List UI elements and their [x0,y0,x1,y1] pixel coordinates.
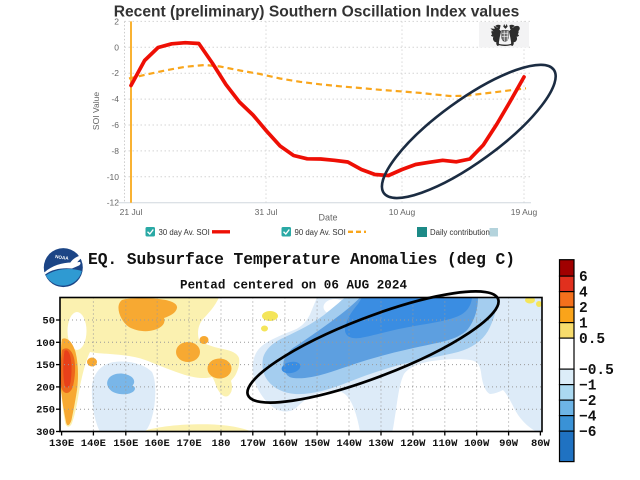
svg-text:2: 2 [114,16,119,26]
svg-text:250: 250 [36,405,55,417]
svg-text:−6: −6 [579,425,596,441]
svg-text:21 Jul: 21 Jul [120,207,143,217]
svg-text:Recent (preliminary) Southern: Recent (preliminary) Southern Oscillatio… [114,4,520,21]
svg-text:31 Jul: 31 Jul [255,207,278,217]
svg-text:-10: -10 [107,172,120,182]
svg-text:80W: 80W [531,438,551,450]
svg-text:−1: −1 [579,379,597,395]
svg-text:Pentad centered on 06 AUG 2024: Pentad centered on 06 AUG 2024 [180,279,407,293]
svg-text:1: 1 [579,317,588,333]
svg-text:150W: 150W [304,438,330,450]
svg-text:100W: 100W [464,438,490,450]
svg-text:100: 100 [36,338,55,350]
svg-text:-12: -12 [107,198,120,208]
svg-text:−2: −2 [579,394,596,410]
svg-text:-2: -2 [111,68,119,78]
svg-text:150E: 150E [113,438,138,450]
svg-text:−0.5: −0.5 [579,363,614,379]
svg-text:50: 50 [42,316,55,328]
svg-text:2: 2 [579,301,588,317]
svg-text:200: 200 [36,382,55,394]
svg-text:4: 4 [579,286,588,302]
svg-text:170E: 170E [176,438,201,450]
svg-text:0.5: 0.5 [579,332,605,348]
svg-text:90W: 90W [499,438,519,450]
svg-text:90 day Av. SOI: 90 day Av. SOI [295,228,346,237]
svg-text:160W: 160W [272,438,298,450]
svg-text:Daily contribution: Daily contribution [430,228,490,237]
svg-text:130E: 130E [49,438,74,450]
svg-text:150: 150 [36,360,55,372]
svg-text:NOAA: NOAA [55,254,70,261]
svg-text:-4: -4 [111,94,119,104]
svg-text:-6: -6 [111,120,119,130]
svg-text:19 Aug: 19 Aug [511,207,538,217]
svg-text:160E: 160E [145,438,170,450]
svg-text:−4: −4 [579,410,597,426]
svg-text:0: 0 [114,42,119,52]
svg-text:110W: 110W [432,438,458,450]
svg-text:140E: 140E [81,438,106,450]
svg-text:6: 6 [579,270,588,286]
svg-text:30 day Av. SOI: 30 day Av. SOI [159,228,210,237]
svg-text:170W: 170W [240,438,266,450]
svg-text:Date: Date [318,213,337,223]
svg-text:SOI Value: SOI Value [91,92,101,130]
svg-text:130W: 130W [368,438,394,450]
svg-text:10 Aug: 10 Aug [389,207,416,217]
svg-text:EQ. Subsurface Temperature Ano: EQ. Subsurface Temperature Anomalies (de… [88,250,515,269]
svg-text:300: 300 [36,427,55,439]
svg-text:180: 180 [212,438,231,450]
svg-text:-8: -8 [111,146,119,156]
svg-text:120W: 120W [400,438,426,450]
svg-text:140W: 140W [336,438,362,450]
